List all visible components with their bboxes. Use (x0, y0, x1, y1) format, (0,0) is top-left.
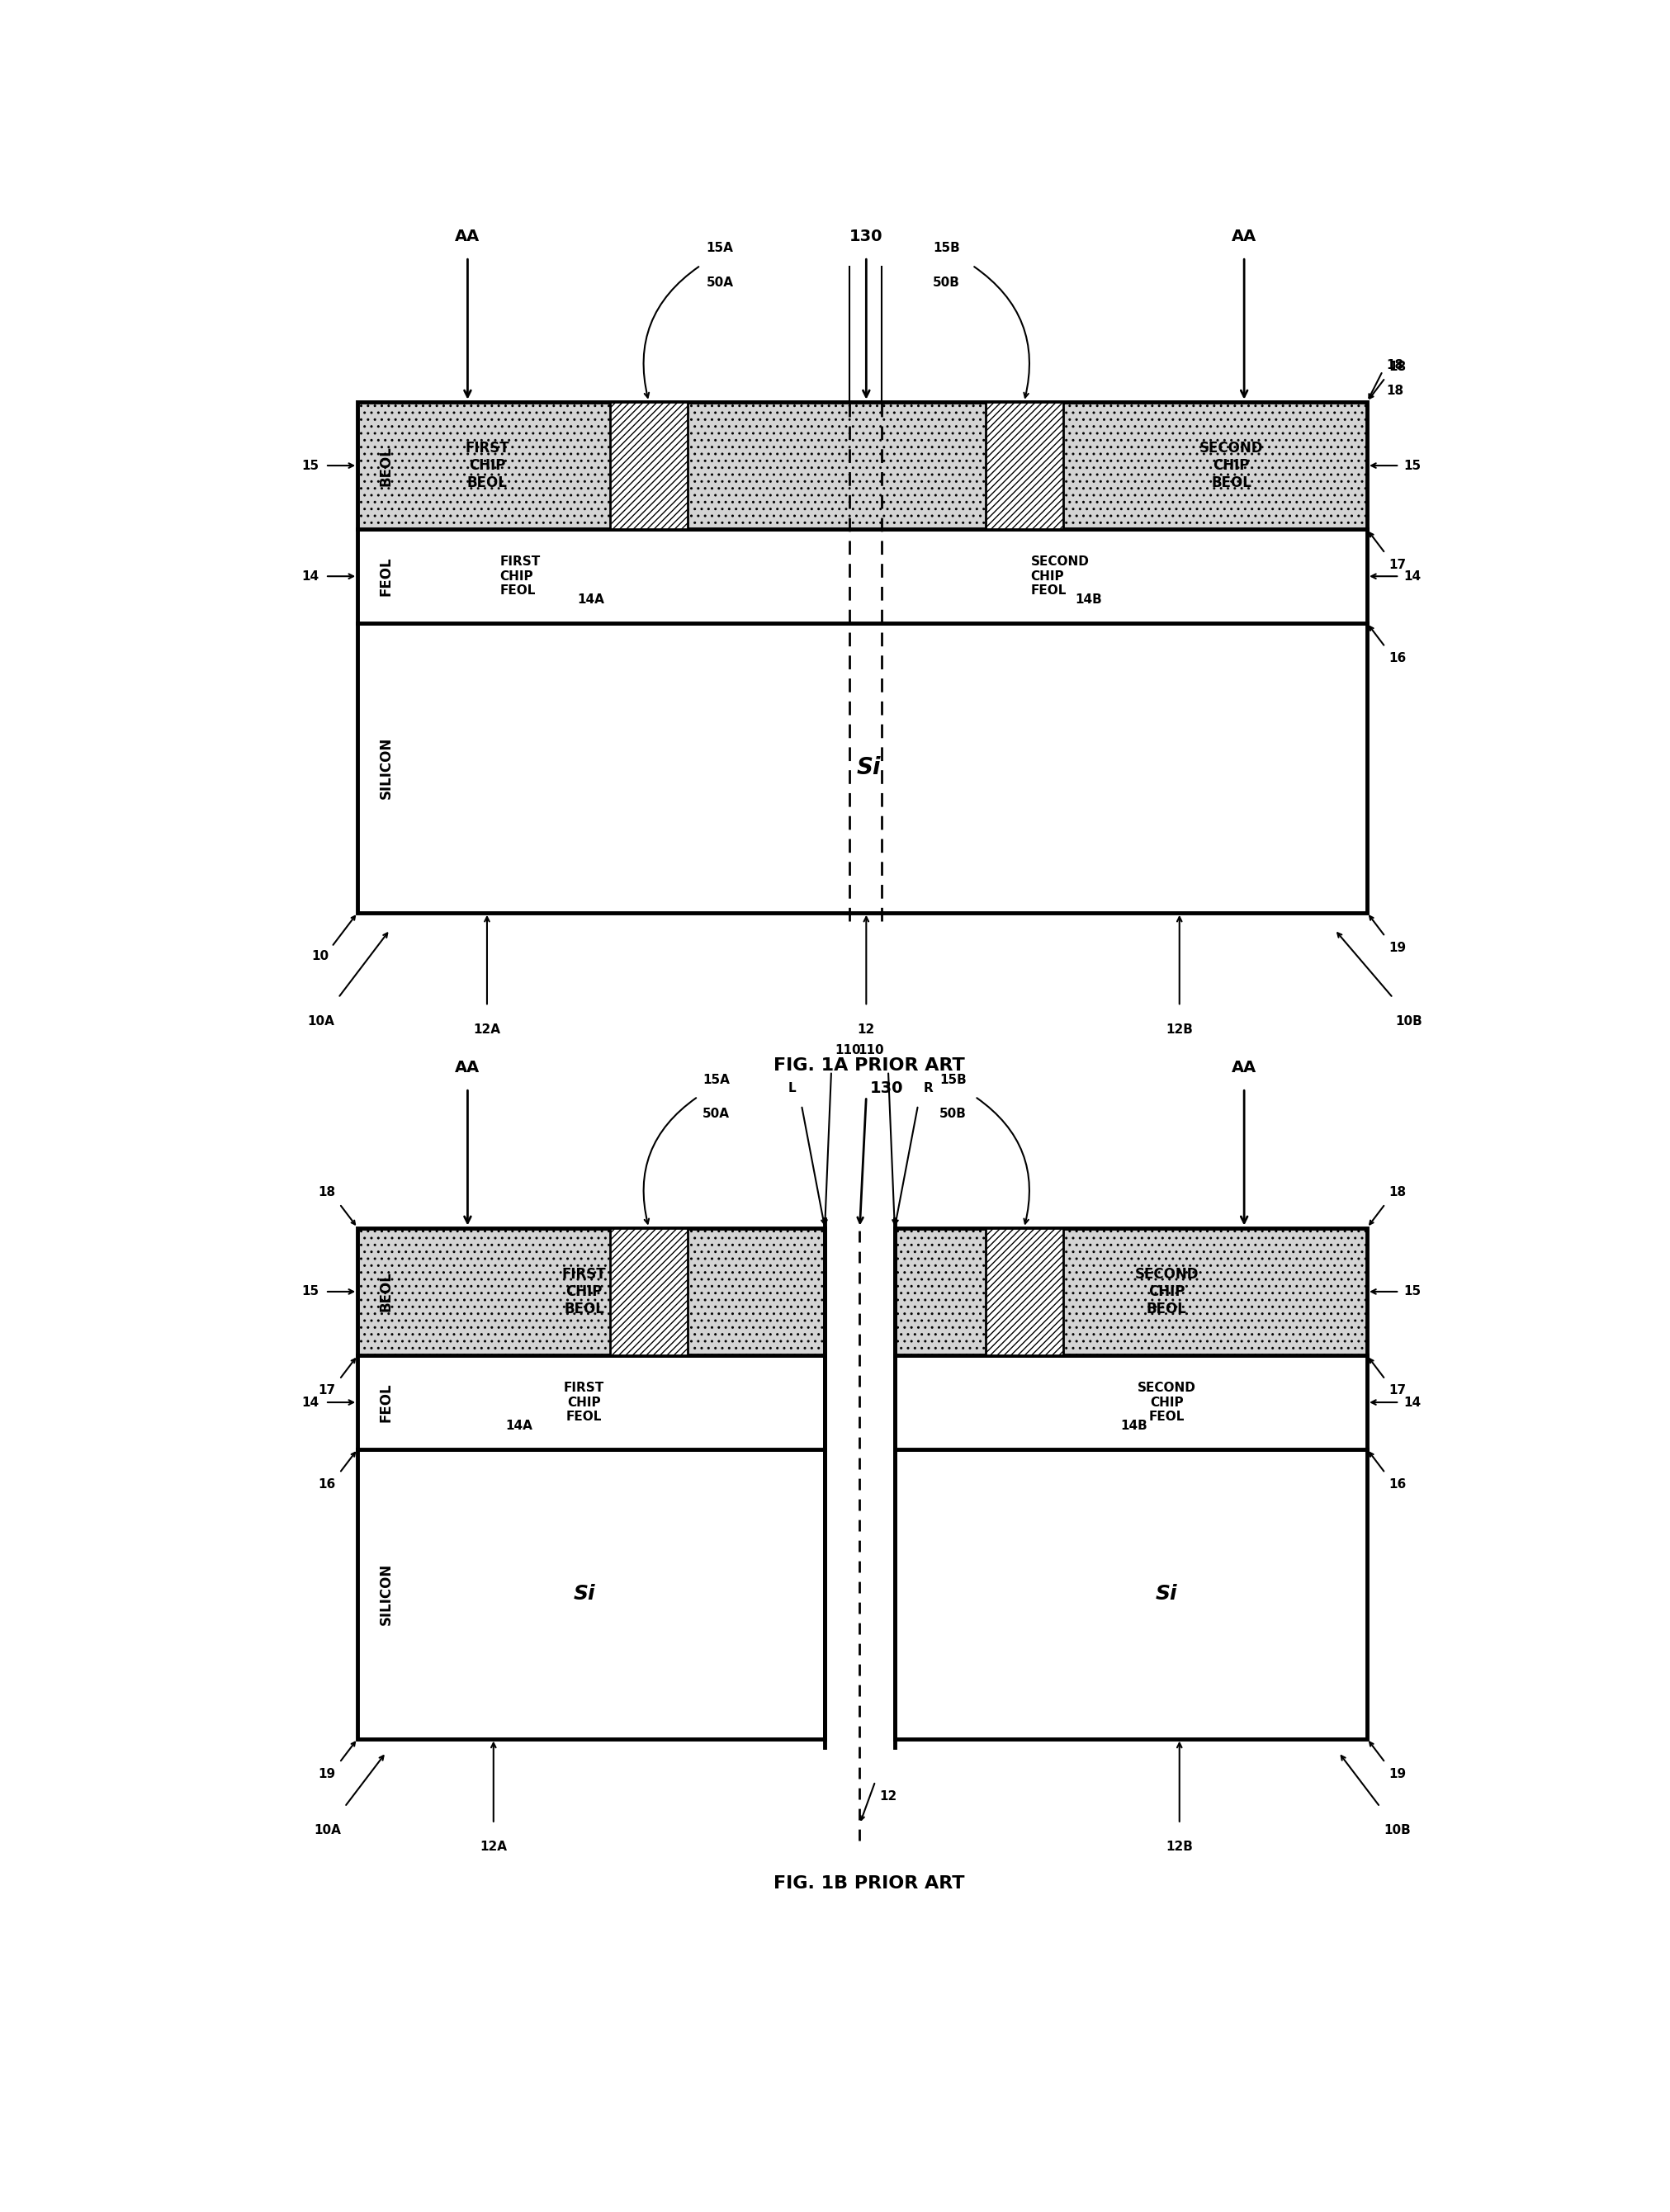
Bar (895, 1356, 1368, 1449)
Text: SECOND
CHIP
BEOL: SECOND CHIP BEOL (1199, 440, 1263, 491)
Text: SECOND
CHIP
FEOL: SECOND CHIP FEOL (1030, 555, 1089, 597)
Text: 14: 14 (301, 571, 319, 582)
Bar (357, 403, 1368, 529)
Bar (610, 1228, 688, 1356)
Text: 14A: 14A (506, 1420, 533, 1431)
Bar (357, 1228, 825, 1356)
Text: 16: 16 (1389, 1478, 1406, 1491)
Text: 18: 18 (319, 1186, 336, 1199)
Text: AA: AA (456, 228, 479, 243)
Bar (357, 624, 1368, 914)
Text: 19: 19 (1389, 942, 1406, 953)
Text: SECOND
CHIP
BEOL: SECOND CHIP BEOL (1134, 1267, 1199, 1316)
Text: 14: 14 (301, 1396, 319, 1409)
Text: 15: 15 (301, 460, 319, 471)
Text: 14B: 14B (1121, 1420, 1147, 1431)
Text: 15: 15 (1403, 460, 1421, 471)
Text: 14: 14 (1403, 1396, 1421, 1409)
Text: 12B: 12B (1166, 1024, 1192, 1035)
Text: 110: 110 (835, 1044, 862, 1057)
Text: SECOND
CHIP
FEOL: SECOND CHIP FEOL (1137, 1382, 1196, 1422)
Text: Si: Si (1156, 1584, 1177, 1604)
Text: FIG. 1B PRIOR ART: FIG. 1B PRIOR ART (773, 1876, 964, 1891)
Text: 18: 18 (1386, 385, 1404, 396)
Text: FIG. 1A PRIOR ART: FIG. 1A PRIOR ART (773, 1057, 965, 1075)
Text: L: L (788, 1082, 797, 1095)
Text: 10B: 10B (1384, 1825, 1411, 1836)
Text: 18: 18 (1389, 1186, 1406, 1199)
Text: FEOL: FEOL (379, 1382, 394, 1422)
Text: 10: 10 (312, 951, 329, 962)
Text: BEOL: BEOL (379, 445, 394, 487)
Text: BEOL: BEOL (379, 1272, 394, 1312)
Bar (985, 403, 1062, 529)
Text: 16: 16 (317, 1478, 336, 1491)
Text: 14A: 14A (576, 593, 605, 606)
Bar (895, 1228, 1368, 1356)
Bar (985, 1228, 1062, 1356)
Text: 19: 19 (319, 1767, 336, 1781)
Text: 17: 17 (1389, 1385, 1406, 1396)
Text: 12: 12 (878, 1790, 897, 1803)
Text: 12B: 12B (1166, 1840, 1192, 1854)
Text: AA: AA (1232, 1060, 1256, 1075)
Text: 12A: 12A (473, 1024, 501, 1035)
Text: 50B: 50B (934, 276, 960, 288)
Text: Si: Si (573, 1584, 595, 1604)
Text: 12: 12 (857, 1024, 875, 1035)
Text: 50A: 50A (706, 276, 733, 288)
Text: AA: AA (1232, 228, 1256, 243)
Text: Si: Si (857, 757, 882, 779)
Text: 17: 17 (319, 1385, 336, 1396)
Text: SILICON: SILICON (379, 1564, 394, 1626)
Text: SILICON: SILICON (379, 737, 394, 799)
Text: R: R (924, 1082, 934, 1095)
Text: 15A: 15A (703, 1073, 730, 1086)
Text: 50B: 50B (939, 1108, 967, 1119)
Text: 50A: 50A (703, 1108, 730, 1119)
Bar (895, 1449, 1368, 1739)
Text: 15A: 15A (706, 243, 733, 254)
Text: 15B: 15B (934, 243, 960, 254)
Text: 10A: 10A (307, 1015, 334, 1026)
Text: AA: AA (456, 1060, 479, 1075)
Text: 110: 110 (858, 1044, 885, 1057)
Bar (357, 1449, 825, 1739)
Text: 16: 16 (1389, 653, 1406, 664)
Text: 18: 18 (1389, 361, 1406, 374)
Bar (357, 1356, 825, 1449)
Text: FIRST
CHIP
BEOL: FIRST CHIP BEOL (561, 1267, 606, 1316)
Bar (357, 529, 1368, 624)
Text: 130: 130 (870, 1079, 903, 1095)
Text: 130: 130 (850, 228, 883, 243)
Text: 18: 18 (1386, 358, 1404, 372)
Text: 10B: 10B (1396, 1015, 1423, 1026)
Text: 14B: 14B (1075, 593, 1102, 606)
Text: FEOL: FEOL (379, 557, 394, 595)
Text: FIRST
CHIP
BEOL: FIRST CHIP BEOL (464, 440, 509, 491)
Text: 17: 17 (1389, 557, 1406, 571)
Text: 15: 15 (1403, 1285, 1421, 1298)
Text: 19: 19 (1389, 1767, 1406, 1781)
Bar (610, 403, 688, 529)
Text: 10A: 10A (314, 1825, 341, 1836)
Text: 12A: 12A (479, 1840, 508, 1854)
Text: FIRST
CHIP
FEOL: FIRST CHIP FEOL (564, 1382, 605, 1422)
Text: 15B: 15B (940, 1073, 967, 1086)
Text: 14: 14 (1403, 571, 1421, 582)
Text: FIRST
CHIP
FEOL: FIRST CHIP FEOL (499, 555, 541, 597)
Text: 15: 15 (301, 1285, 319, 1298)
